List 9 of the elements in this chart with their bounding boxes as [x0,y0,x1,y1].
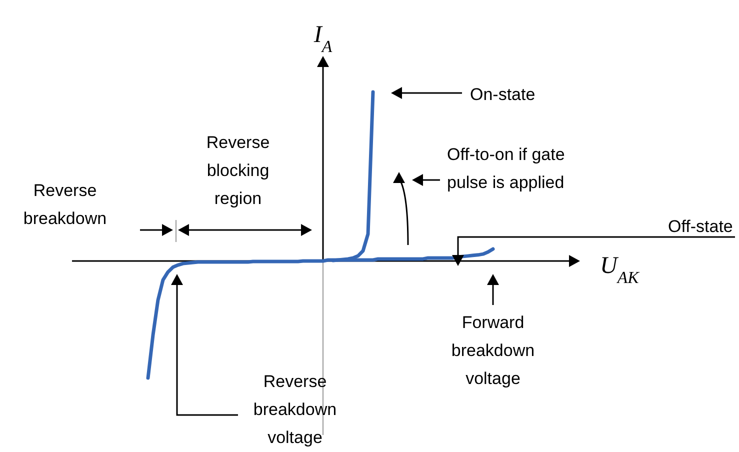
text: Reverse breakdown [23,181,107,228]
annotation: Reverse breakdown voltage [253,372,337,447]
annotation: Forward breakdown voltage [451,313,535,388]
annotation: Off-to-on if gate pulse is applied [447,145,565,192]
text: Off-state [668,217,733,236]
y-axis-title: I$_{A}$ [312,22,333,56]
annotation: Reverse blocking region [206,133,270,208]
annotation: On-state [470,85,536,104]
x-axis-title: U$_{AK}$ [600,253,640,286]
